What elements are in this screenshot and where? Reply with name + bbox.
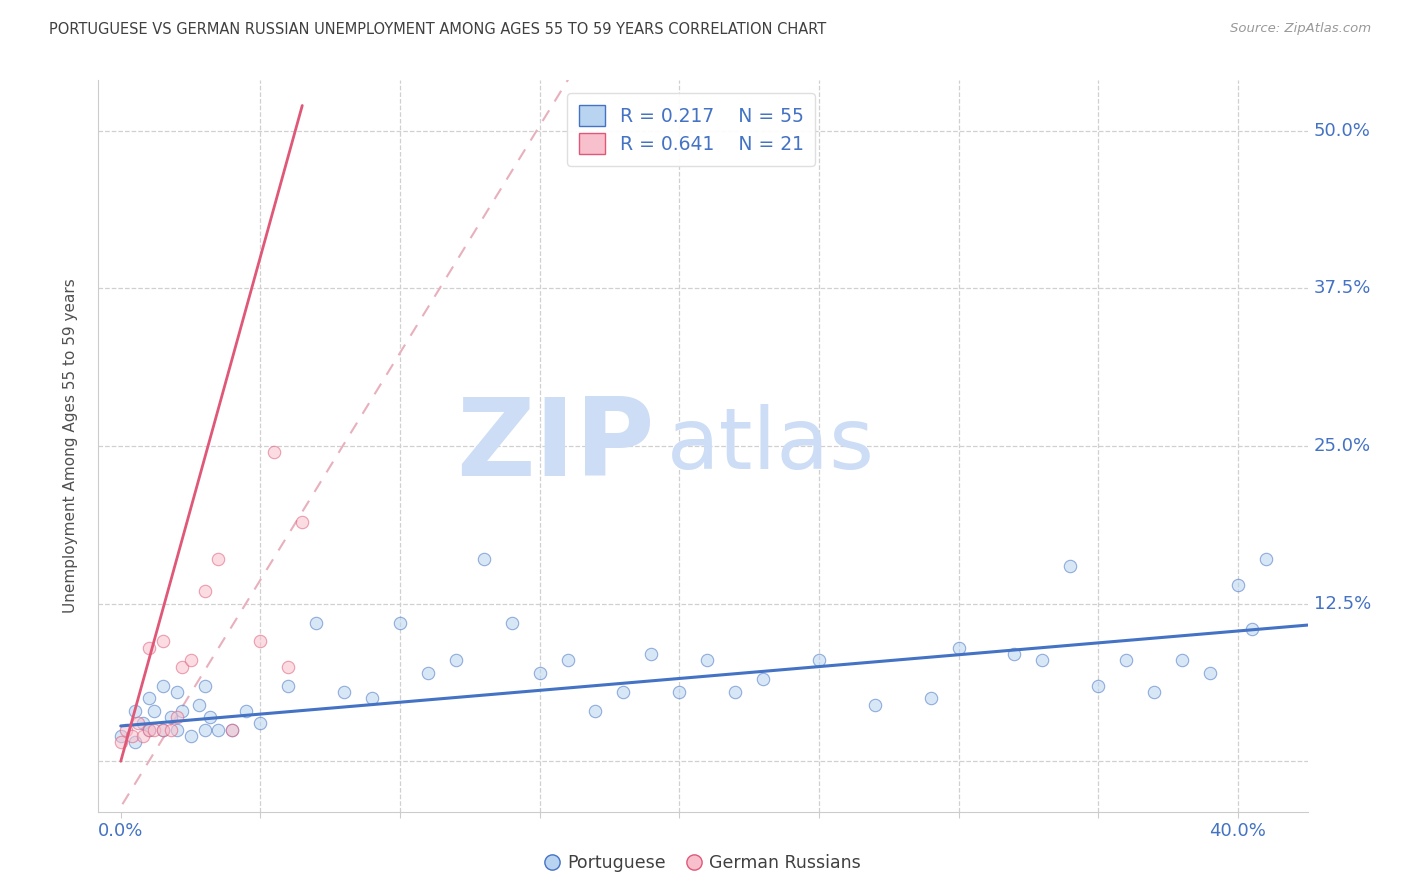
Point: [1143, 685, 1166, 699]
Point: [612, 685, 634, 699]
Point: [1087, 679, 1109, 693]
Point: [180, 653, 202, 667]
Point: [121, 729, 143, 743]
Point: [207, 723, 229, 737]
Point: [193, 679, 215, 693]
Point: [1254, 552, 1277, 566]
Point: [193, 723, 215, 737]
Text: 50.0%: 50.0%: [1313, 121, 1371, 140]
Point: [127, 716, 149, 731]
Point: [166, 710, 188, 724]
Point: [444, 653, 467, 667]
Point: [501, 615, 523, 630]
Point: [172, 704, 194, 718]
Point: [152, 679, 174, 693]
Text: 25.0%: 25.0%: [1313, 437, 1371, 455]
Point: [361, 691, 384, 706]
Point: [160, 710, 183, 724]
Text: ZIP: ZIP: [456, 393, 655, 499]
Text: 12.5%: 12.5%: [1313, 595, 1371, 613]
Text: Source: ZipAtlas.com: Source: ZipAtlas.com: [1230, 22, 1371, 36]
Point: [1031, 653, 1053, 667]
Point: [207, 552, 229, 566]
Text: PORTUGUESE VS GERMAN RUSSIAN UNEMPLOYMENT AMONG AGES 55 TO 59 YEARS CORRELATION : PORTUGUESE VS GERMAN RUSSIAN UNEMPLOYMEN…: [49, 22, 827, 37]
Point: [305, 615, 328, 630]
Point: [193, 584, 215, 599]
Point: [143, 704, 166, 718]
Point: [640, 647, 662, 661]
Point: [180, 729, 202, 743]
Point: [1002, 647, 1025, 661]
Point: [198, 710, 221, 724]
Point: [668, 685, 690, 699]
Point: [138, 723, 160, 737]
Point: [138, 691, 160, 706]
Point: [138, 640, 160, 655]
Text: atlas: atlas: [666, 404, 875, 488]
Point: [138, 723, 160, 737]
Y-axis label: Unemployment Among Ages 55 to 59 years: Unemployment Among Ages 55 to 59 years: [63, 278, 77, 614]
Point: [152, 634, 174, 648]
Point: [249, 716, 271, 731]
Legend: Portuguese, German Russians: Portuguese, German Russians: [538, 847, 868, 879]
Point: [1226, 578, 1249, 592]
Point: [188, 698, 211, 712]
Point: [124, 704, 146, 718]
Point: [529, 665, 551, 680]
Point: [132, 716, 155, 731]
Point: [221, 723, 243, 737]
Point: [277, 679, 299, 693]
Point: [1171, 653, 1194, 667]
Point: [172, 659, 194, 673]
Point: [472, 552, 495, 566]
Point: [557, 653, 579, 667]
Point: [221, 723, 243, 737]
Point: [263, 445, 285, 459]
Point: [160, 723, 183, 737]
Point: [333, 685, 356, 699]
Point: [585, 704, 607, 718]
Point: [1198, 665, 1220, 680]
Point: [863, 698, 886, 712]
Point: [124, 735, 146, 749]
Point: [696, 653, 718, 667]
Point: [110, 735, 132, 749]
Text: 37.5%: 37.5%: [1313, 279, 1371, 297]
Point: [166, 723, 188, 737]
Point: [1240, 622, 1263, 636]
Point: [948, 640, 970, 655]
Point: [277, 659, 299, 673]
Point: [132, 729, 155, 743]
Point: [807, 653, 830, 667]
Point: [1115, 653, 1137, 667]
Point: [235, 704, 257, 718]
Point: [115, 723, 138, 737]
Point: [152, 723, 174, 737]
Point: [416, 665, 439, 680]
Point: [752, 673, 775, 687]
Point: [249, 634, 271, 648]
Legend: R = 0.217    N = 55, R = 0.641    N = 21: R = 0.217 N = 55, R = 0.641 N = 21: [567, 94, 815, 166]
Point: [389, 615, 412, 630]
Point: [920, 691, 942, 706]
Point: [152, 723, 174, 737]
Point: [143, 723, 166, 737]
Point: [110, 729, 132, 743]
Point: [291, 515, 314, 529]
Point: [1059, 558, 1081, 573]
Point: [724, 685, 747, 699]
Point: [166, 685, 188, 699]
